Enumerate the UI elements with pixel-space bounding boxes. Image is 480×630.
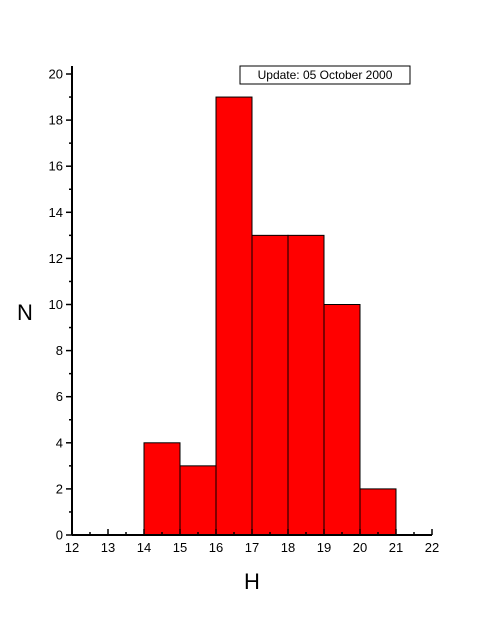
y-tick-label: 14 (49, 205, 63, 220)
y-axis-title: N (17, 300, 33, 325)
y-tick-label: 8 (56, 343, 63, 358)
x-tick-label: 21 (389, 540, 403, 555)
x-tick-label: 12 (65, 540, 79, 555)
x-tick-label: 16 (209, 540, 223, 555)
x-tick-label: 19 (317, 540, 331, 555)
x-tick-label: 18 (281, 540, 295, 555)
y-tick-label: 6 (56, 389, 63, 404)
bar-17-18 (251, 234, 289, 536)
bar-20-21 (359, 488, 397, 536)
bars-layer (143, 96, 397, 536)
bar-16-17 (215, 96, 253, 536)
y-tick-label: 16 (49, 159, 63, 174)
x-tick-label: 13 (101, 540, 115, 555)
y-tick-label: 20 (49, 67, 63, 82)
x-tick-label: 15 (173, 540, 187, 555)
x-tick-label: 20 (353, 540, 367, 555)
bar-15-16 (179, 465, 217, 536)
y-tick-label: 4 (56, 435, 63, 450)
bar-19-20 (323, 304, 361, 536)
y-tick-label: 2 (56, 481, 63, 496)
y-tick-label: 18 (49, 113, 63, 128)
x-tick-label: 14 (137, 540, 151, 555)
annotation-box (239, 65, 411, 85)
y-tick-label: 0 (56, 528, 63, 543)
bar-18-19 (287, 234, 325, 536)
x-tick-label: 17 (245, 540, 259, 555)
update-annotation: Update: 05 October 2000 (239, 65, 411, 85)
y-tick-label: 12 (49, 251, 63, 266)
annotation-label: Update: 05 October 2000 (258, 68, 393, 82)
x-tick-label: 22 (425, 540, 439, 555)
ticks-layer: 0 2 4 6 8 10 12 14 16 18 20 12 13 14 15 16 17 18 19 20 21 22 (49, 67, 440, 556)
bar-14-15 (143, 442, 181, 536)
y-tick-label: 10 (49, 297, 63, 312)
x-axis-title: H (244, 569, 260, 594)
